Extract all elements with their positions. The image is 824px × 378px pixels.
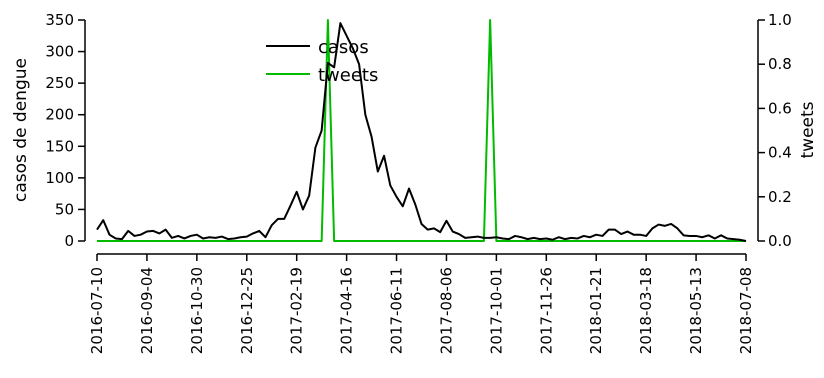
x-tick-label: 2016-09-04	[138, 267, 156, 354]
x-tick-label: 2017-04-16	[338, 267, 356, 354]
right-tick-label: 0.6	[768, 99, 792, 117]
right-tick-label: 1.0	[768, 11, 792, 29]
left-tick-label: 0	[64, 232, 74, 250]
right-axis-title: tweets	[798, 101, 818, 158]
left-tick-label: 200	[45, 106, 74, 124]
left-tick-label: 50	[55, 200, 74, 218]
left-y-ticks: 0 50 100 150 200 250 300 350	[45, 11, 85, 250]
left-tick-label: 100	[45, 169, 74, 187]
x-tick-label: 2018-03-18	[637, 267, 655, 354]
right-tick-label: 0.2	[768, 188, 792, 206]
x-tick-label: 2018-07-08	[737, 267, 755, 354]
legend-label-tweets: tweets	[318, 65, 378, 86]
x-tick-label: 2017-10-01	[487, 267, 505, 354]
x-tick-label: 2017-02-19	[288, 267, 306, 354]
legend: casos tweets	[266, 37, 378, 86]
x-tick-label: 2017-06-11	[388, 267, 406, 354]
series-line-casos	[96, 22, 747, 242]
right-tick-label: 0.4	[768, 144, 792, 162]
x-tick-label: 2017-08-06	[437, 267, 455, 354]
x-tick-label: 2016-07-10	[88, 267, 106, 354]
right-tick-label: 0.8	[768, 55, 792, 73]
x-tick-label: 2018-05-13	[687, 267, 705, 354]
x-tick-label: 2016-10-30	[188, 267, 206, 354]
left-tick-label: 350	[45, 11, 74, 29]
left-tick-label: 150	[45, 137, 74, 155]
x-tick-label: 2017-11-26	[537, 267, 555, 354]
series-layer	[96, 19, 747, 242]
left-axis-title: casos de dengue	[11, 58, 31, 202]
series-line-tweets	[97, 19, 746, 242]
x-ticks: 2016-07-10 2016-09-04 2016-10-30 2016-12-25…	[88, 254, 755, 354]
left-tick-label: 300	[45, 43, 74, 61]
right-tick-label: 0.0	[768, 232, 792, 250]
x-tick-label: 2016-12-25	[238, 267, 256, 354]
axes-group: 0 50 100 150 200 250 300 350 0.0 0.2 0.4 0.6 0.8 1.0…	[45, 11, 792, 354]
x-tick-label: 2018-01-21	[587, 267, 605, 354]
left-tick-label: 250	[45, 74, 74, 92]
legend-label-casos: casos	[318, 37, 369, 58]
right-y-ticks: 0.0 0.2 0.4 0.6 0.8 1.0	[758, 11, 792, 250]
